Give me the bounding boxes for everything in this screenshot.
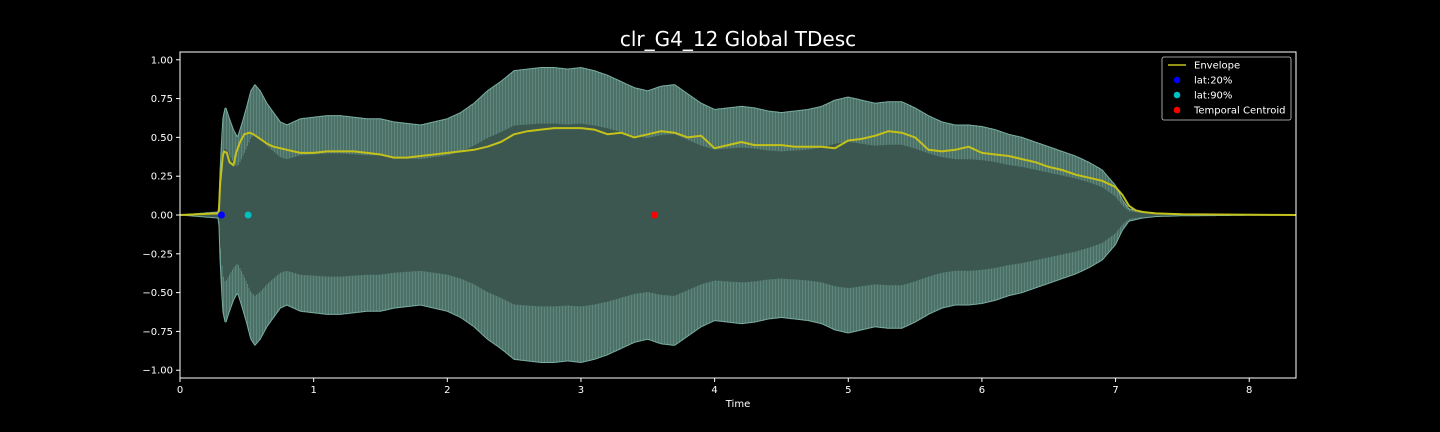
x-tick-label: 7 xyxy=(1112,385,1118,396)
y-tick-label: 0.50 xyxy=(151,133,173,144)
temporal-centroid-marker xyxy=(650,211,658,219)
y-tick-label: −0.75 xyxy=(142,327,173,338)
lat90-marker xyxy=(244,211,252,219)
legend-swatch-marker xyxy=(1173,76,1181,84)
waveform-top-edge xyxy=(179,66,1296,216)
descriptor-markers xyxy=(217,211,658,219)
x-tick-label: 0 xyxy=(177,385,183,396)
waveform-bottom-edge xyxy=(179,214,1296,364)
y-tick-label: −0.25 xyxy=(142,249,173,260)
legend-entry-lat90: lat:90% xyxy=(1194,91,1232,102)
envelope-line xyxy=(179,127,1297,216)
legend-swatch-marker xyxy=(1173,106,1181,114)
legend-box xyxy=(1161,56,1292,121)
legend-entry-lat20: lat:20% xyxy=(1194,76,1232,87)
y-tick-label: 0.25 xyxy=(151,172,173,183)
legend-entry-envelope: Envelope xyxy=(1194,61,1240,72)
lat20-marker xyxy=(217,211,225,219)
y-tick-label: 1.00 xyxy=(151,55,173,66)
y-tick-label: 0.75 xyxy=(151,94,173,105)
y-tick-label: −1.00 xyxy=(142,366,173,377)
x-tick-label: 1 xyxy=(310,385,316,396)
x-tick-label: 5 xyxy=(845,385,851,396)
legend-entry-temporal-centroid: Temporal Centroid xyxy=(1193,106,1286,117)
x-axis: 0 1 2 3 4 5 6 7 8 xyxy=(177,378,1252,396)
x-tick-label: 6 xyxy=(979,385,985,396)
x-axis-label: Time xyxy=(725,399,750,410)
y-axis: 1.00 0.75 0.50 0.25 0.00 −0.25 −0.50 −0.75 −1.00 xyxy=(142,55,180,377)
x-tick-label: 8 xyxy=(1246,385,1252,396)
y-tick-label: 0.00 xyxy=(151,211,173,222)
x-tick-label: 4 xyxy=(711,385,717,396)
y-tick-label: −0.50 xyxy=(142,288,173,299)
legend-swatch-marker xyxy=(1173,91,1181,99)
x-tick-label: 3 xyxy=(578,385,584,396)
legend: Envelope lat:20% lat:90% Temporal Centroid xyxy=(1161,56,1292,121)
chart-title: clr_G4_12 Global TDesc xyxy=(620,27,856,51)
plot-area xyxy=(179,66,1297,364)
x-tick-label: 2 xyxy=(444,385,450,396)
